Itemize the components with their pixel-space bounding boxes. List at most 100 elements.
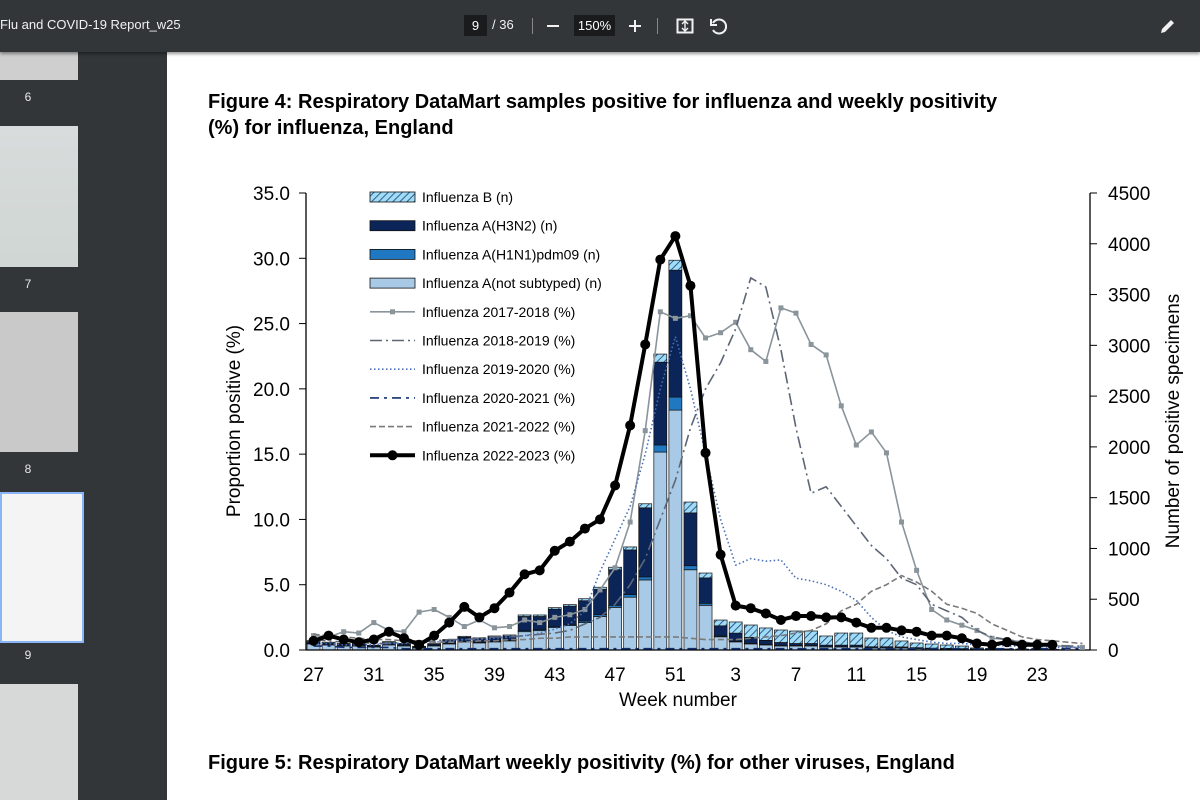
bar-segment bbox=[623, 546, 637, 551]
line-series bbox=[308, 231, 1058, 650]
y2-tick-label: 4000 bbox=[1108, 235, 1150, 256]
bar-segment bbox=[336, 643, 351, 645]
bar-segment bbox=[713, 625, 728, 637]
y-tick-label: 35.0 bbox=[253, 184, 290, 205]
page-thumbnail[interactable] bbox=[0, 126, 78, 267]
y2-tick-label: 500 bbox=[1108, 590, 1140, 611]
zoom-in-button[interactable] bbox=[628, 19, 642, 33]
legend-label: Influenza A(H1N1)pdm09 (n) bbox=[422, 246, 600, 262]
bar-segment bbox=[638, 579, 653, 651]
page-thumbnail[interactable] bbox=[0, 52, 78, 80]
y2-tick-label: 1000 bbox=[1108, 539, 1150, 560]
y2-tick-label: 1500 bbox=[1108, 489, 1150, 510]
bar-segment bbox=[623, 596, 637, 651]
bar-segment bbox=[653, 353, 668, 363]
thumbnail-sidebar: 6 7 8 9 bbox=[0, 52, 167, 800]
legend-label: Influenza 2017-2018 (%) bbox=[422, 304, 575, 320]
zoom-input[interactable]: 150% bbox=[574, 15, 615, 36]
bar-segment bbox=[563, 604, 577, 607]
bar-segment bbox=[593, 588, 607, 616]
page-input[interactable]: 9 bbox=[464, 15, 487, 36]
bar-segment bbox=[879, 637, 894, 648]
bar-segment bbox=[653, 451, 668, 651]
page-thumbnail[interactable] bbox=[0, 684, 78, 800]
bar-segment bbox=[683, 501, 698, 514]
x-tick-label: 43 bbox=[544, 665, 565, 686]
bar-segment bbox=[306, 643, 321, 651]
bar-segment bbox=[668, 259, 683, 271]
bar-segment bbox=[683, 512, 698, 567]
bar-segment bbox=[427, 643, 441, 645]
y2-axis-title: Number of positive specimens bbox=[1163, 294, 1184, 549]
edit-button[interactable] bbox=[1159, 17, 1177, 35]
bar-segment bbox=[774, 642, 788, 646]
bar-segment bbox=[713, 619, 728, 627]
page-thumbnail[interactable] bbox=[0, 312, 78, 452]
y2-tick-label: 4500 bbox=[1108, 184, 1150, 205]
legend-swatch bbox=[369, 191, 416, 203]
bar-segment bbox=[728, 621, 743, 634]
legend-label: Influenza 2022-2023 (%) bbox=[422, 447, 575, 463]
y-tick-label: 10.0 bbox=[253, 510, 290, 531]
document-title: Flu and COVID-19 Report_w25 bbox=[0, 17, 181, 32]
bar-segment bbox=[924, 643, 939, 649]
legend-label: Influenza 2018-2019 (%) bbox=[422, 333, 575, 349]
y-axis-title: Proportion positive (%) bbox=[224, 325, 245, 517]
legend-label: Influenza B (n) bbox=[422, 189, 513, 205]
bar-segment bbox=[578, 598, 592, 602]
thumbnail-label: 6 bbox=[24, 90, 32, 104]
bar-segment bbox=[698, 572, 713, 579]
page-total: / 36 bbox=[492, 17, 514, 32]
line-series bbox=[313, 574, 1083, 645]
bar-segment bbox=[653, 444, 668, 453]
separator bbox=[657, 18, 658, 34]
x-tick-label: 31 bbox=[363, 665, 384, 686]
x-tick-label: 23 bbox=[1027, 665, 1048, 686]
thumbnail-label: 9 bbox=[24, 648, 32, 662]
figure-title: Figure 5: Respiratory DataMart weekly po… bbox=[208, 752, 955, 774]
y-tick-label: 5.0 bbox=[264, 576, 290, 597]
legend-swatch bbox=[369, 220, 416, 232]
bar-segment bbox=[638, 576, 653, 581]
x-tick-label: 15 bbox=[906, 665, 927, 686]
zoom-out-button[interactable] bbox=[546, 19, 560, 33]
bar-segment bbox=[593, 616, 607, 651]
y-tick-label: 20.0 bbox=[253, 380, 290, 401]
bar-segment bbox=[864, 637, 879, 648]
fit-page-button[interactable] bbox=[676, 17, 694, 35]
y-tick-label: 25.0 bbox=[253, 315, 290, 336]
bar-segment bbox=[547, 607, 562, 610]
bar-segment bbox=[608, 606, 622, 651]
bar-segment bbox=[457, 635, 472, 638]
bar-segment bbox=[638, 503, 653, 509]
y2-tick-label: 0 bbox=[1108, 641, 1119, 662]
bar-segment bbox=[321, 641, 336, 644]
y-tick-label: 15.0 bbox=[253, 445, 290, 466]
y2-tick-label: 2000 bbox=[1108, 438, 1150, 459]
bar-segment bbox=[759, 640, 773, 645]
x-tick-label: 7 bbox=[791, 665, 802, 686]
bar-segment bbox=[517, 614, 532, 617]
x-tick-label: 11 bbox=[846, 665, 866, 686]
legend-swatch bbox=[369, 277, 416, 289]
bar-segment bbox=[668, 269, 683, 398]
y2-tick-label: 3000 bbox=[1108, 336, 1150, 357]
bar-segment bbox=[532, 614, 547, 617]
thumbnail-label: 7 bbox=[24, 277, 32, 291]
legend-label: Influenza A(H3N2) (n) bbox=[422, 218, 557, 234]
page-thumbnail-selected[interactable] bbox=[0, 492, 84, 643]
x-tick-label: 27 bbox=[303, 665, 324, 686]
legend-label: Influenza 2020-2021 (%) bbox=[422, 390, 575, 406]
bar-segment bbox=[517, 616, 532, 632]
y2-tick-label: 3500 bbox=[1108, 286, 1150, 307]
y-tick-label: 30.0 bbox=[253, 249, 290, 270]
bar-segment bbox=[382, 641, 396, 643]
bar-segment bbox=[668, 396, 683, 411]
legend-swatch bbox=[369, 248, 416, 260]
rotate-button[interactable] bbox=[709, 17, 727, 35]
bar-segment bbox=[804, 630, 818, 644]
y2-tick-label: 2500 bbox=[1108, 387, 1150, 408]
x-tick-label: 47 bbox=[605, 665, 626, 686]
legend-label: Influenza 2021-2022 (%) bbox=[422, 419, 575, 435]
